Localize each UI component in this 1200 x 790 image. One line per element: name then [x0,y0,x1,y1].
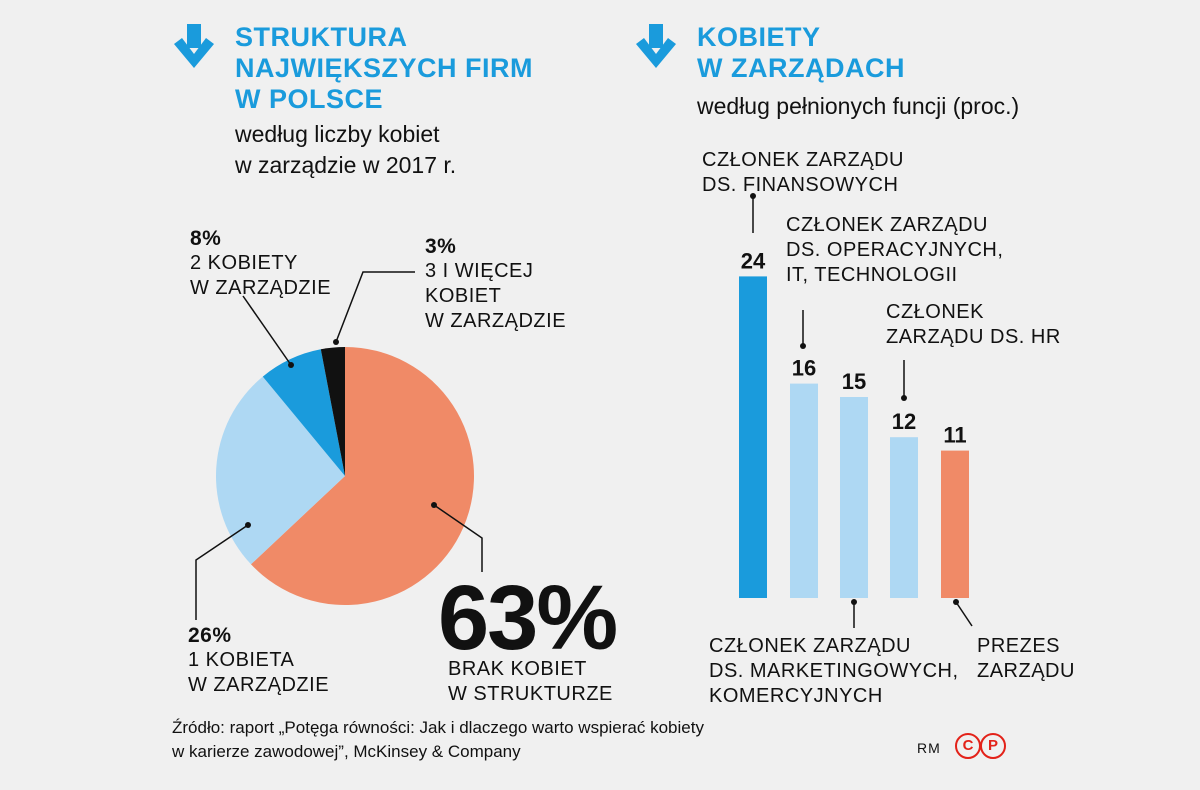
leader-dot-hr [901,395,907,401]
leader-dot-63 [431,502,437,508]
left-title: STRUKTURA NAJWIĘKSZYCH FIRM W POLSCE [235,22,533,114]
bar-label-fin: CZŁONEK ZARZĄDU DS. FINANSOWYCH [702,149,904,196]
bar-hr-value-label: 12 [892,409,916,434]
leader-dot-fin [750,193,756,199]
bar-fin-value-label: 24 [741,248,766,273]
leader-dot-3 [333,339,339,345]
pie-label-no-women: BRAK KOBIET W STRUKTURZE [448,658,613,705]
left-subtitle: według liczby kobiet w zarządzie w 2017 … [235,121,457,178]
bar-label-mkt: CZŁONEK ZARZĄDU DS. MARKETINGOWYCH, KOME… [709,635,959,707]
author-initials: RM [917,740,941,756]
bar-ops-value-label: 16 [792,356,816,381]
down-arrow-icon [636,24,676,68]
leader-line-8 [242,295,292,366]
leader-dot-26 [245,522,251,528]
pie-slice-three-women [320,347,345,476]
bar-label-hr: CZŁONEK ZARZĄDU DS. HR [886,301,1061,348]
bar-fin [739,276,767,598]
right-subtitle: według pełnionych funcji (proc.) [697,93,1020,119]
pie-slice-one-woman [216,376,345,565]
pie-slice-no-women [250,347,474,605]
bar-label-ceo: PREZES ZARZĄDU [977,635,1075,682]
copyright-badge: C [955,733,981,759]
bar-ops [790,383,818,598]
leader-line-ceo [955,601,973,627]
leader-line-26 [195,524,249,620]
leader-line-63 [433,504,483,572]
down-arrow-icon [174,24,214,68]
bar-ceo-value-label: 11 [943,423,966,448]
leader-dot-ops [800,343,806,349]
bar-label-ops: CZŁONEK ZARZĄDU DS. OPERACYJNYCH, IT, TE… [786,214,1004,286]
source-note: Źródło: raport „Potęga równości: Jak i d… [172,718,704,761]
bar-ceo [941,450,969,598]
bar-mkt [840,397,868,598]
bar-mkt-value-label: 15 [842,369,866,394]
bar-hr [890,437,918,598]
pie-slice-two-women [262,349,345,476]
leader-line-3 [335,271,415,343]
pie-label-two-women: 8% 2 KOBIETY W ZARZĄDZIE [190,227,332,299]
pie-label-one-woman: 26% 1 KOBIETA W ZARZĄDZIE [188,624,330,696]
pie-label-no-women-pct: 63% [438,567,618,669]
leader-dot-ceo [953,599,959,605]
pie-chart [195,271,483,620]
right-title: KOBIETY W ZARZĄDACH [697,22,905,83]
pie-label-three-women: 3% 3 I WIĘCEJ KOBIET W ZARZĄDZIE [425,235,567,332]
leader-dot-mkt [851,599,857,605]
leader-dot-8 [288,362,294,368]
publisher-badge: P [980,733,1006,759]
